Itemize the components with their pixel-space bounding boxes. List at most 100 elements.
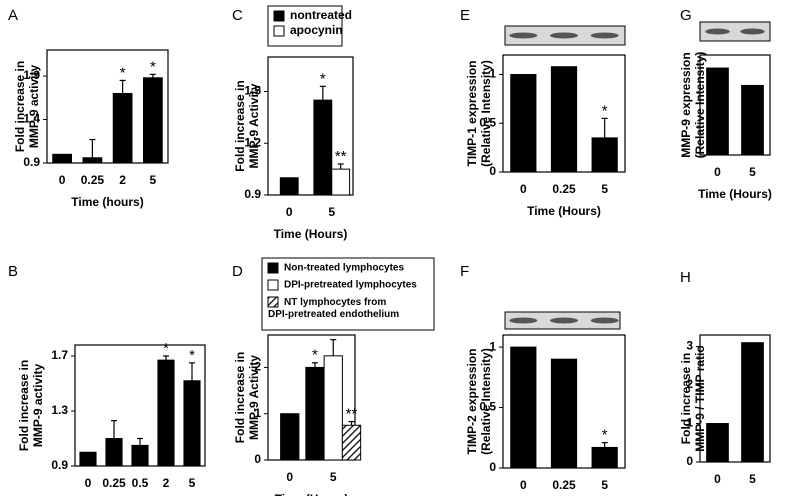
y-axis-label: (Relative Intensity) [693, 52, 707, 159]
y-tick-label: 0 [254, 452, 261, 466]
panel-label: B [8, 263, 18, 280]
x-tick-label: 0 [286, 470, 293, 484]
y-tick-label: 1.4 [23, 112, 40, 126]
bar [510, 346, 537, 469]
y-tick-label: 1.7 [51, 348, 68, 362]
bar [52, 153, 73, 164]
x-tick-label: 5 [330, 470, 337, 484]
y-axis-label: Fold increase in [233, 80, 247, 171]
plot-frame [46, 49, 169, 164]
x-tick-label: 0 [85, 476, 92, 490]
y-axis-label: Fold increase in [13, 61, 27, 152]
y-tick-label: 0.9 [244, 187, 261, 201]
x-tick-label: 0.25 [552, 182, 576, 196]
x-axis-label: Time (hours) [71, 195, 143, 209]
bar [741, 84, 764, 156]
significance-mark: * [150, 58, 156, 75]
panel-label: E [460, 7, 470, 24]
x-tick-label: 5 [749, 472, 756, 486]
blot-band [590, 32, 619, 39]
bar [142, 77, 163, 164]
x-tick-label: 0 [520, 182, 527, 196]
legend-swatch [273, 10, 285, 22]
y-tick-label: 1 [254, 406, 261, 420]
y-axis-label: (Relative Intensity) [479, 60, 493, 167]
blot-band [509, 317, 538, 324]
bar [331, 168, 351, 196]
x-tick-label: 5 [601, 182, 608, 196]
bar [313, 99, 333, 196]
y-tick-label: 0 [489, 460, 496, 474]
y-tick-label: 1.3 [51, 403, 68, 417]
y-tick-label: 2 [254, 360, 261, 374]
x-tick-label: 0.25 [102, 476, 126, 490]
y-tick-label: 0 [489, 164, 496, 178]
y-tick-label: 2 [686, 377, 693, 391]
significance-mark: * [120, 64, 126, 81]
x-tick-label: 0.5 [132, 476, 149, 490]
y-axis-label: Fold increase in [679, 353, 693, 444]
significance-mark: * [189, 347, 195, 364]
legend-swatch [273, 25, 285, 37]
x-tick-label: 0 [286, 205, 293, 219]
y-tick-label: 1 [489, 67, 496, 81]
y-tick-label: 1.2 [244, 135, 261, 149]
x-axis-label: Time (Hours) [698, 187, 772, 201]
legend-label: DPI-pretreated lymphocytes [284, 280, 417, 291]
x-tick-label: 5 [189, 476, 196, 490]
x-tick-label: 5 [749, 165, 756, 179]
legend-box [261, 257, 435, 331]
y-axis-label: Fold increase in [233, 352, 247, 443]
y-tick-label: 1 [489, 339, 496, 353]
bar [591, 446, 618, 469]
plot-frame [699, 334, 771, 463]
bar [341, 424, 362, 461]
bar [706, 423, 729, 463]
x-tick-label: 2 [163, 476, 170, 490]
y-axis-label: MMP-9 activity [31, 363, 45, 447]
x-tick-label: 5 [601, 478, 608, 492]
y-axis-label: MMP-9 expression [679, 52, 693, 157]
x-tick-label: 5 [328, 205, 335, 219]
y-axis-label: (Relative Intensity) [479, 348, 493, 455]
blot-band [705, 28, 730, 35]
y-axis-label: MMP-9 / TIMP ratio [693, 345, 707, 451]
blot-band [550, 317, 578, 324]
y-tick-label: 1.5 [244, 84, 261, 98]
significance-mark: * [312, 347, 318, 364]
bar [305, 366, 325, 461]
bar [183, 380, 201, 467]
x-tick-label: 2 [119, 173, 126, 187]
blot-band [740, 28, 765, 35]
x-axis-label: Time (Hours) [527, 204, 601, 218]
significance-mark: ** [346, 406, 358, 423]
legend-label: apocynin [290, 23, 343, 37]
y-tick-label: 0.5 [479, 115, 496, 129]
significance-mark: ** [335, 148, 347, 165]
y-axis-label: Fold increase in [17, 360, 31, 451]
x-axis-label: Time (Hours) [698, 494, 772, 496]
panel-label: F [460, 263, 469, 280]
plot-frame [267, 56, 354, 196]
y-axis-label: MMP-9 Activity [247, 83, 261, 168]
y-tick-label: 3 [686, 339, 693, 353]
blot-band [509, 32, 538, 39]
bar [79, 451, 97, 467]
legend-label: nontreated [290, 8, 352, 22]
y-axis-label: MMP-9 Activity [247, 355, 261, 440]
panel-label: D [232, 263, 243, 280]
x-tick-label: 0 [520, 478, 527, 492]
legend-swatch [267, 262, 279, 274]
bar [112, 92, 133, 164]
significance-mark: * [602, 427, 608, 444]
bar [323, 355, 343, 461]
blot-band [590, 317, 619, 324]
legend-swatch [267, 279, 279, 291]
bar [591, 137, 618, 173]
panel-label: G [680, 7, 692, 24]
y-tick-label: 0.9 [51, 458, 68, 472]
blot-band [550, 32, 578, 39]
x-tick-label: 0.25 [81, 173, 105, 187]
